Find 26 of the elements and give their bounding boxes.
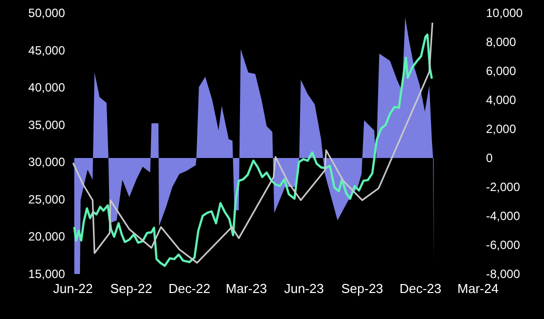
x-tick-label: Mar-24 (457, 281, 499, 296)
x-tick-label: Mar-23 (226, 281, 267, 296)
y2-tick-label: -8,000 (486, 267, 520, 281)
y2-tick-label: 0 (486, 151, 493, 165)
y2-tick-label: 10,000 (486, 6, 524, 20)
y2-tick-label: 2,000 (486, 122, 516, 136)
y-tick-label: 25,000 (28, 192, 66, 206)
y2-tick-label: 4,000 (486, 93, 516, 107)
x-tick-label: Dec-23 (399, 281, 442, 296)
y-tick-label: 15,000 (28, 267, 66, 281)
x-tick-label: Sep-23 (341, 281, 384, 296)
x-tick-label: Jun-23 (284, 281, 324, 296)
y-tick-label: 50,000 (28, 6, 66, 20)
x-tick-label: Jun-22 (53, 281, 93, 296)
y2-tick-label: -4,000 (486, 209, 520, 223)
y2-tick-label: 8,000 (486, 35, 516, 49)
y-tick-label: 35,000 (28, 118, 66, 132)
y-tick-label: 45,000 (28, 43, 66, 58)
x-tick-label: Dec-22 (168, 281, 210, 296)
y2-tick-label: -2,000 (486, 180, 520, 194)
y-tick-label: 20,000 (28, 230, 66, 244)
x-tick-label: Sep-22 (110, 281, 152, 296)
y2-tick-label: -6,000 (486, 238, 520, 252)
y-tick-label: 40,000 (28, 80, 66, 95)
y-tick-label: 30,000 (28, 155, 66, 170)
y2-tick-label: 6,000 (486, 64, 516, 78)
